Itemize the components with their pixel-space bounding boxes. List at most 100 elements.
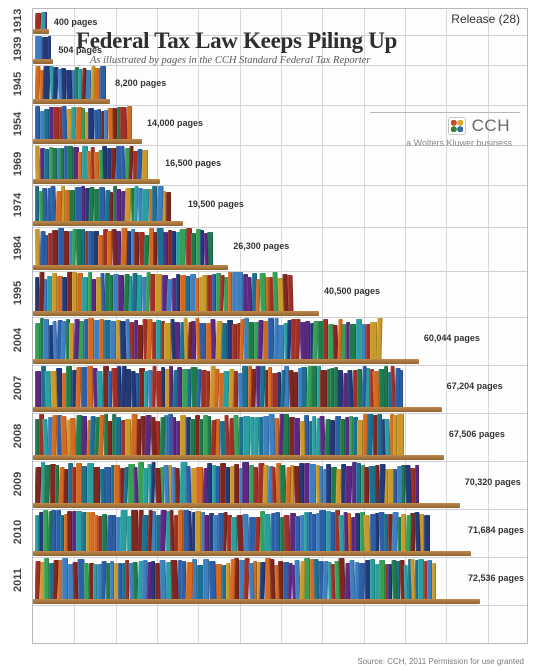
book-icon: [35, 36, 42, 59]
book-icon: [259, 562, 265, 599]
book-icon: [368, 466, 376, 503]
year-axis-cell: 1939: [6, 34, 30, 64]
data-row: [33, 460, 460, 508]
book-icon: [259, 273, 266, 311]
book-icon: [159, 510, 166, 551]
book-icon: [84, 563, 90, 599]
book-icon: [324, 419, 330, 455]
book-icon: [361, 366, 366, 407]
book-icon: [45, 12, 47, 29]
book-stack: [35, 316, 417, 359]
year-label: 1969: [12, 152, 24, 176]
book-icon: [156, 228, 164, 265]
book-icon: [376, 318, 382, 359]
release-label: Release (28): [451, 12, 520, 26]
book-icon: [299, 421, 305, 455]
book-icon: [39, 231, 45, 265]
book-icon: [154, 468, 161, 503]
book-icon: [280, 370, 285, 407]
year-label: 1974: [12, 193, 24, 217]
book-icon: [378, 369, 385, 407]
value-label: 70,320 pages: [465, 477, 521, 487]
book-icon: [343, 512, 348, 551]
book-icon: [229, 559, 235, 599]
book-icon: [38, 272, 44, 311]
data-row: [33, 104, 142, 144]
book-icon: [320, 370, 327, 407]
brand-name: CCH: [472, 116, 510, 136]
book-icon: [155, 371, 162, 407]
book-icon: [287, 275, 293, 311]
year-axis-cell: 1995: [6, 270, 30, 316]
book-icon: [155, 274, 162, 311]
year-label: 2008: [12, 424, 24, 448]
book-icon: [432, 563, 436, 599]
book-stack: [35, 64, 108, 99]
value-label: 60,044 pages: [424, 333, 480, 343]
book-icon: [47, 511, 52, 551]
book-icon: [263, 514, 271, 551]
value-label: 8,200 pages: [115, 78, 166, 88]
year-axis-cell: 1954: [6, 104, 30, 144]
year-axis-cell: 1984: [6, 226, 30, 270]
book-icon: [404, 565, 409, 599]
book-icon: [187, 322, 192, 359]
chart-subtitle: As illustrated by pages in the CCH Stand…: [90, 55, 370, 66]
book-icon: [242, 462, 249, 503]
brand-logo: CCH: [448, 116, 510, 136]
book-icon: [299, 322, 306, 359]
year-axis-cell: 1974: [6, 184, 30, 226]
data-row: [33, 508, 471, 556]
book-icon: [344, 466, 352, 503]
book-icon: [415, 465, 419, 503]
year-axis-cell: 2008: [6, 412, 30, 460]
book-icon: [213, 369, 219, 407]
book-icon: [285, 467, 291, 503]
book-icon: [405, 515, 411, 551]
chart-title: Federal Tax Law Keeps Piling Up: [76, 28, 397, 54]
book-icon: [48, 36, 52, 59]
year-label: 2011: [12, 568, 24, 592]
book-icon: [228, 369, 234, 407]
book-icon: [293, 466, 300, 503]
bookshelf: [33, 599, 480, 604]
book-icon: [98, 150, 103, 179]
book-icon: [273, 318, 278, 359]
book-icon: [76, 367, 82, 407]
book-icon: [215, 321, 222, 359]
year-label: 1913: [12, 9, 24, 33]
book-icon: [123, 274, 129, 311]
logo-divider: [370, 112, 520, 113]
book-stack: [35, 104, 140, 139]
year-label: 1995: [12, 281, 24, 305]
book-icon: [185, 562, 193, 599]
book-icon: [52, 415, 58, 455]
book-icon: [147, 510, 152, 551]
book-icon: [258, 320, 264, 359]
book-icon: [178, 229, 186, 265]
value-label: 400 pages: [54, 17, 98, 27]
source-label: Source: CCH, 2011 Permission for use gra…: [357, 657, 524, 666]
book-icon: [120, 107, 128, 139]
book-icon: [137, 149, 143, 179]
data-row: [33, 270, 319, 316]
value-label: 72,536 pages: [468, 573, 524, 583]
book-stack: [35, 8, 47, 29]
book-icon: [248, 563, 254, 599]
year-axis-cell: 1969: [6, 144, 30, 184]
year-label: 1984: [12, 236, 24, 260]
value-label: 40,500 pages: [324, 286, 380, 296]
book-icon: [106, 515, 113, 551]
value-label: 14,000 pages: [147, 118, 203, 128]
book-icon: [75, 107, 82, 139]
book-icon: [202, 468, 208, 503]
value-label: 26,300 pages: [233, 241, 289, 251]
book-icon: [166, 279, 172, 311]
book-icon: [242, 514, 249, 551]
book-icon: [166, 192, 171, 221]
year-axis-cell: 2010: [6, 508, 30, 556]
book-icon: [208, 561, 216, 599]
book-icon: [299, 561, 305, 599]
data-row: [33, 184, 183, 226]
book-icon: [363, 515, 370, 551]
